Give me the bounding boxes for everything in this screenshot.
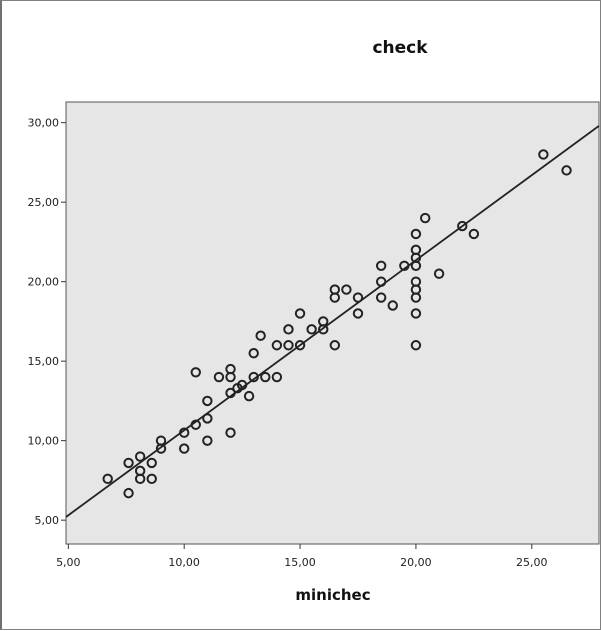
data-point xyxy=(352,292,364,303)
data-point xyxy=(236,379,248,391)
data-point xyxy=(134,451,146,462)
data-point xyxy=(202,413,213,424)
y-tick-label: 15,00 xyxy=(28,355,60,368)
data-point xyxy=(561,165,572,176)
data-point xyxy=(329,284,341,295)
data-point xyxy=(318,316,329,327)
data-point xyxy=(433,268,445,279)
data-point xyxy=(410,276,422,287)
data-point xyxy=(410,244,422,256)
data-point xyxy=(134,473,146,485)
points-layer xyxy=(102,149,572,499)
data-point xyxy=(243,390,255,402)
data-point xyxy=(225,387,236,399)
data-point xyxy=(123,487,134,499)
y-tick-label: 30,00 xyxy=(28,117,60,130)
data-point xyxy=(155,435,167,446)
data-point xyxy=(225,363,236,375)
data-point xyxy=(146,473,157,485)
data-point xyxy=(102,473,113,485)
data-point xyxy=(271,371,283,383)
data-point xyxy=(410,228,422,240)
data-point xyxy=(123,457,134,469)
x-tick-label: 20,00 xyxy=(400,556,432,569)
data-point xyxy=(294,340,306,351)
data-point xyxy=(468,228,480,240)
data-point xyxy=(248,371,259,383)
y-tick-label: 20,00 xyxy=(28,276,60,289)
y-tick-label: 5,00 xyxy=(35,514,60,527)
data-point xyxy=(538,149,549,160)
data-point xyxy=(283,340,294,351)
x-axis: 5,00 10,00 15,00 20,00 25,00 xyxy=(56,544,548,569)
y-tick-label: 10,00 xyxy=(28,435,60,448)
data-point xyxy=(387,300,398,311)
data-point xyxy=(178,443,190,454)
data-point xyxy=(202,435,213,446)
data-point xyxy=(375,292,387,303)
y-axis: 5,00 10,00 15,00 20,00 25,00 30,00 xyxy=(28,117,66,527)
fit-line-layer xyxy=(65,125,600,518)
data-point xyxy=(375,276,387,287)
data-point xyxy=(190,367,201,378)
data-point xyxy=(410,340,422,351)
x-tick-label: 10,00 xyxy=(168,556,200,569)
x-axis-title: minichec xyxy=(295,586,370,604)
data-point xyxy=(213,371,225,383)
plot-area xyxy=(65,101,600,545)
x-tick-label: 25,00 xyxy=(516,556,548,569)
data-point xyxy=(225,427,236,438)
y-tick-label: 25,00 xyxy=(28,196,60,209)
data-point xyxy=(178,427,190,438)
data-point xyxy=(352,308,364,319)
data-point xyxy=(283,324,294,335)
data-point xyxy=(255,330,266,341)
data-point xyxy=(341,284,352,295)
chart-title: check xyxy=(372,38,428,58)
data-point xyxy=(306,324,317,335)
data-point xyxy=(271,340,283,351)
data-point xyxy=(146,457,157,469)
x-tick-label: 5,00 xyxy=(56,556,81,569)
data-point xyxy=(375,260,387,271)
data-point xyxy=(294,308,306,319)
data-point xyxy=(419,212,431,224)
fit-line xyxy=(65,125,600,518)
data-point xyxy=(202,395,213,407)
x-tick-label: 15,00 xyxy=(284,556,316,569)
data-point xyxy=(190,419,201,430)
data-point xyxy=(457,220,468,232)
data-point xyxy=(329,340,341,351)
data-point xyxy=(410,308,422,319)
data-point xyxy=(260,371,271,383)
data-point xyxy=(399,260,410,271)
data-point xyxy=(248,348,259,359)
